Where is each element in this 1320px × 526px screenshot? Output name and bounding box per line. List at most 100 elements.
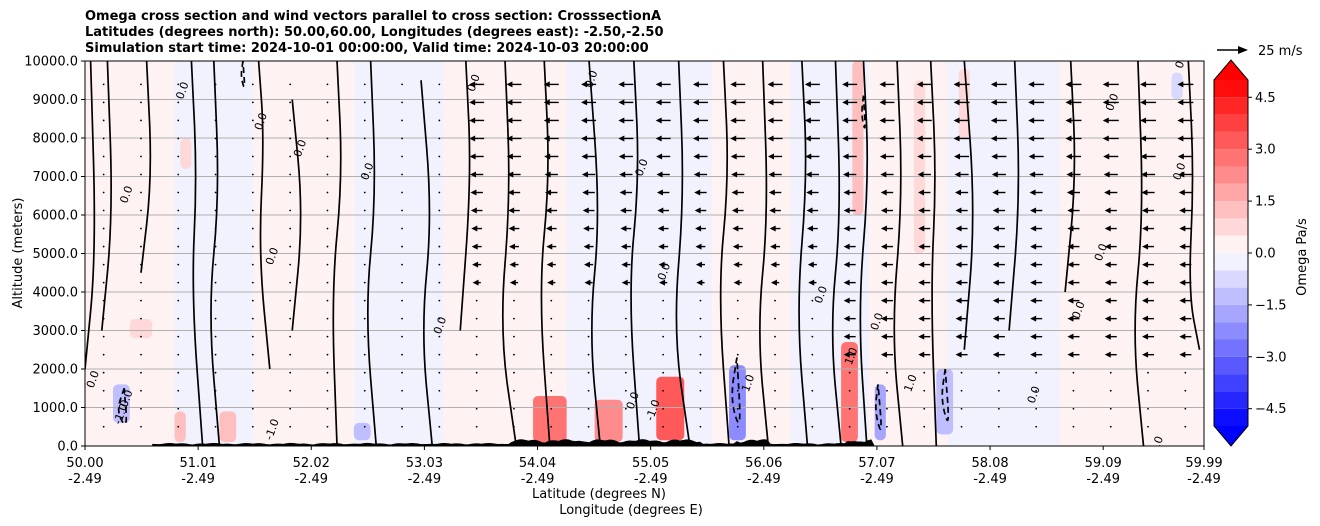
contour-negative (117, 387, 128, 425)
wind-vector-head (1140, 81, 1147, 88)
wind-vector-head (731, 171, 738, 178)
wind-vector-head (880, 351, 887, 358)
wind-vector-head (808, 279, 815, 286)
contour-label: 0.0 (173, 80, 191, 101)
wind-vector-dot (997, 425, 1000, 428)
wind-vector-dot (102, 191, 105, 194)
wind-vector-dot (550, 335, 553, 338)
wind-vector-dot (326, 155, 329, 158)
wind-vector-head (1141, 189, 1148, 196)
colorbar-tick-label: −1.5 (1255, 298, 1287, 313)
contour-label: 0.0 (84, 369, 102, 390)
contour-zero (1064, 61, 1076, 293)
wind-vector-dot (363, 227, 366, 230)
wind-vector-dot (438, 407, 441, 410)
wind-vector-dot (214, 155, 217, 158)
wind-vector-dot (102, 263, 105, 266)
wind-vector-dot (997, 389, 1000, 392)
wind-vector-dot (326, 101, 329, 104)
wind-vector-dot (587, 353, 590, 356)
wind-vector-dot (289, 119, 292, 122)
wind-vector-dot (438, 263, 441, 266)
wind-vector-dot (662, 317, 665, 320)
wind-vector-dot (251, 155, 254, 158)
wind-vector-dot (699, 335, 702, 338)
wind-vector-head (1140, 99, 1147, 106)
colorbar-segment (1214, 270, 1248, 288)
contour-zero (929, 61, 938, 446)
wind-vector-head (1067, 207, 1074, 214)
x-tick-label-lon: -2.49 (860, 472, 894, 487)
wind-vector-dot (140, 191, 142, 194)
wind-vector-dot (214, 353, 217, 356)
contour-label: 0.0 (117, 184, 135, 205)
wind-vector-head (1142, 279, 1149, 286)
contour-zero (501, 61, 518, 446)
wind-vector-dot (363, 137, 366, 140)
wind-vector-dot (289, 389, 292, 392)
wind-vector-head (991, 153, 998, 160)
wind-vector-head (695, 225, 702, 232)
wind-vector-dot (774, 389, 776, 392)
wind-vector-dot (214, 299, 217, 302)
wind-vector-head (620, 243, 627, 250)
wind-vector-dot (177, 191, 180, 194)
wind-vector-dot (177, 299, 180, 302)
wind-vector-dot (140, 425, 142, 428)
contour-label: 0.0 (1103, 92, 1121, 113)
x-tick-label-lat: 52.02 (293, 456, 330, 471)
wind-vector-dot (177, 227, 180, 230)
contour-zero (291, 99, 302, 331)
x-axis: 50.00-2.4951.01-2.4952.02-2.4953.03-2.49… (66, 446, 1223, 487)
wind-vector-head (918, 225, 925, 232)
wind-vector-dot (848, 425, 851, 428)
wind-vector-head (620, 225, 627, 232)
contour-label: 0.0 (655, 261, 673, 282)
wind-vector-head (1179, 207, 1186, 214)
wind-vector-dot (140, 353, 142, 356)
wind-vector-head (918, 279, 925, 286)
wind-vector-head (918, 351, 925, 358)
wind-vector-head (469, 153, 476, 160)
wind-vector-head (879, 81, 886, 88)
wind-vector-dot (587, 299, 590, 302)
x-tick-label-lat: 59.09 (1085, 456, 1122, 471)
wind-vector-dot (363, 281, 366, 284)
wind-vector-head (1178, 189, 1185, 196)
contour-label: 0.0 (431, 315, 449, 336)
wind-vector-dot (140, 173, 142, 176)
contour-zero (140, 61, 152, 273)
wind-vector-dot (1147, 407, 1149, 410)
contour-label: 0.0 (252, 111, 270, 132)
y-tick-label: 7000.0 (33, 170, 79, 185)
colorbar-segment (1214, 114, 1248, 132)
colorbar-segment (1214, 408, 1248, 426)
wind-vector-dot (326, 209, 329, 212)
wind-vector-dot (587, 371, 590, 374)
wind-vector-head (730, 135, 737, 142)
wind-vector-head (843, 225, 850, 232)
wind-vector-dot (363, 425, 366, 428)
wind-vector-head (508, 225, 515, 232)
wind-vector-head (842, 117, 849, 124)
wind-vector-head (472, 261, 479, 268)
wind-vector-dot (624, 425, 627, 428)
wind-vector-head (842, 99, 849, 106)
colorbar-segment (1214, 322, 1248, 340)
wind-vector-dot (438, 83, 441, 86)
wind-vector-dot (662, 353, 665, 356)
wind-vector-dot (513, 425, 515, 428)
wind-vector-dot (214, 137, 217, 140)
wind-vector-head (916, 117, 923, 124)
wind-vector-dot (438, 335, 441, 338)
wind-vector-head (880, 297, 887, 304)
wind-vector-dot (140, 227, 142, 230)
wind-vector-head (1067, 279, 1074, 286)
wind-vector-head (916, 99, 923, 106)
wind-vector-dot (438, 281, 441, 284)
wind-vector-head (544, 171, 551, 178)
wind-vector-dot (102, 425, 105, 428)
wind-vector-dot (811, 425, 814, 428)
wind-vector-dot (363, 191, 366, 194)
colorbar-outline (1213, 59, 1249, 447)
